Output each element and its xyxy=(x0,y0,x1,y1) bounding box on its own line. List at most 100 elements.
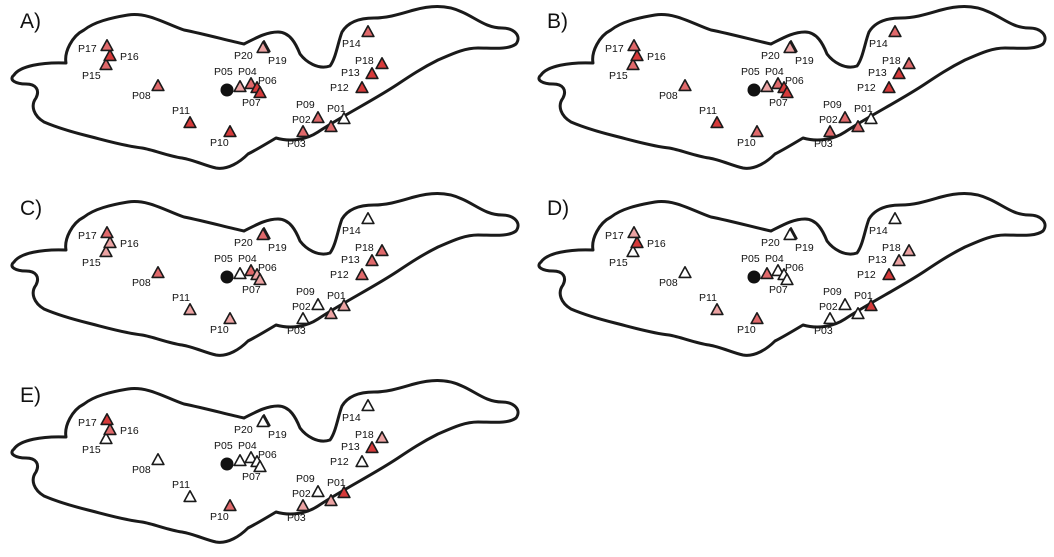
site-label-p11: P11 xyxy=(699,292,717,304)
site-marker-p11 xyxy=(183,303,197,316)
site-marker-p07 xyxy=(253,86,267,99)
map-panel: E) P01 P02 P03 P04 P05 P06 P07 P08 P09 P10 P11 P12 P1… xyxy=(10,379,520,544)
site-label-p15: P15 xyxy=(82,70,101,82)
site-label-p19: P19 xyxy=(268,429,287,441)
site-marker-p20 xyxy=(256,227,270,241)
site-label-p15: P15 xyxy=(609,70,628,82)
site-marker-p17 xyxy=(100,225,114,239)
site-marker-p02 xyxy=(311,111,325,124)
site-label-p16: P16 xyxy=(120,425,139,437)
site-label-p02: P02 xyxy=(292,114,311,126)
site-marker-p20 xyxy=(783,227,797,241)
site-label-p01: P01 xyxy=(327,477,346,489)
site-label-p16: P16 xyxy=(647,238,666,250)
region-outline xyxy=(10,192,520,357)
site-label-p17: P17 xyxy=(78,417,97,429)
site-marker-p09 xyxy=(851,120,865,133)
reference-point-dot xyxy=(747,270,761,284)
reference-point-dot xyxy=(220,83,234,97)
site-marker-p08 xyxy=(678,79,692,92)
site-marker-p15 xyxy=(626,57,640,71)
site-label-p04: P04 xyxy=(238,440,257,452)
site-marker-p09 xyxy=(851,307,865,320)
site-label-p04: P04 xyxy=(765,66,784,78)
site-marker-p03 xyxy=(296,499,310,512)
site-marker-p17 xyxy=(627,38,641,52)
site-label-p07: P07 xyxy=(769,97,788,109)
site-label-p09: P09 xyxy=(823,286,842,298)
site-label-p14: P14 xyxy=(869,38,888,50)
site-marker-p07 xyxy=(780,86,794,99)
site-marker-p18 xyxy=(902,243,916,257)
site-label-p07: P07 xyxy=(242,284,261,296)
site-marker-p07 xyxy=(253,273,267,286)
site-marker-p14 xyxy=(888,211,902,225)
site-marker-p17 xyxy=(627,225,641,239)
site-label-p12: P12 xyxy=(857,269,876,281)
site-label-p20: P20 xyxy=(761,237,780,249)
site-label-p08: P08 xyxy=(132,464,151,476)
site-marker-p13 xyxy=(365,441,379,454)
site-marker-p14 xyxy=(361,398,375,412)
site-label-p03: P03 xyxy=(814,325,833,337)
map-panel: D) P01 P02 P03 P04 P05 P06 P07 P08 P09 P10 P11 P12 P1… xyxy=(537,192,1047,357)
site-label-p11: P11 xyxy=(699,105,717,117)
site-marker-p09 xyxy=(324,120,338,133)
region-outline xyxy=(537,192,1047,357)
site-marker-p10 xyxy=(750,312,764,325)
site-marker-p09 xyxy=(324,307,338,320)
site-marker-p10 xyxy=(223,499,237,512)
site-marker-p09 xyxy=(324,494,338,507)
site-marker-p13 xyxy=(365,67,379,80)
site-label-p11: P11 xyxy=(172,292,190,304)
site-label-p02: P02 xyxy=(292,301,311,313)
site-marker-p03 xyxy=(296,312,310,325)
region-outline xyxy=(10,379,520,544)
site-label-p08: P08 xyxy=(132,90,151,102)
site-label-p06: P06 xyxy=(785,262,804,274)
site-marker-p14 xyxy=(361,24,375,38)
site-label-p04: P04 xyxy=(765,253,784,265)
site-marker-p08 xyxy=(151,79,165,92)
site-marker-p02 xyxy=(838,298,852,311)
site-marker-p05 xyxy=(760,267,774,280)
site-marker-p11 xyxy=(710,303,724,316)
site-label-p13: P13 xyxy=(341,67,360,79)
site-label-p06: P06 xyxy=(258,449,277,461)
site-label-p14: P14 xyxy=(342,412,361,424)
region-outline xyxy=(10,5,520,170)
site-label-p01: P01 xyxy=(327,290,346,302)
site-marker-p07 xyxy=(253,460,267,473)
site-label-p13: P13 xyxy=(868,254,887,266)
site-marker-p12 xyxy=(882,268,896,281)
site-label-p14: P14 xyxy=(869,225,888,237)
site-label-p09: P09 xyxy=(296,99,315,111)
site-marker-p01 xyxy=(337,486,351,499)
site-label-p05: P05 xyxy=(214,440,233,452)
site-marker-p12 xyxy=(882,81,896,94)
map-panel: A) P01 P02 P03 P04 P05 P06 P07 P08 P09 P10 P11 P12 P1… xyxy=(10,5,520,170)
site-marker-p05 xyxy=(760,80,774,93)
site-label-p05: P05 xyxy=(741,253,760,265)
map-panel: C) P01 P02 P03 P04 P05 P06 P07 P08 P09 P10 P11 P12 P1… xyxy=(10,192,520,357)
map-panel: B) P01 P02 P03 P04 P05 P06 P07 P08 P09 P10 P11 P12 P1… xyxy=(537,5,1047,170)
site-label-p10: P10 xyxy=(737,324,756,336)
site-label-p10: P10 xyxy=(737,137,756,149)
panel-label: C) xyxy=(20,197,42,220)
site-label-p06: P06 xyxy=(258,75,277,87)
site-label-p01: P01 xyxy=(854,290,873,302)
reference-point-dot xyxy=(220,457,234,471)
site-marker-p11 xyxy=(183,116,197,129)
site-label-p02: P02 xyxy=(819,114,838,126)
site-marker-p16 xyxy=(103,422,117,436)
site-marker-p20 xyxy=(256,40,270,54)
site-marker-p18 xyxy=(902,56,916,70)
site-marker-p15 xyxy=(626,244,640,258)
site-label-p10: P10 xyxy=(210,324,229,336)
site-marker-p03 xyxy=(823,312,837,325)
site-label-p12: P12 xyxy=(857,82,876,94)
site-marker-p17 xyxy=(100,412,114,426)
site-label-p18: P18 xyxy=(355,429,374,441)
site-label-p03: P03 xyxy=(814,138,833,150)
